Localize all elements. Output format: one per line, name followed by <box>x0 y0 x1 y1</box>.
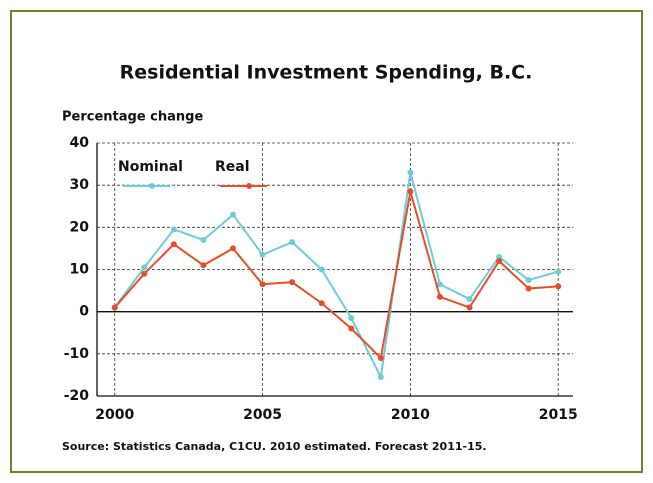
frame <box>10 10 643 473</box>
point <box>377 374 384 381</box>
point <box>525 277 532 284</box>
point <box>318 300 325 307</box>
chart-title: Residential Investment Spending, B.C. <box>120 62 533 84</box>
x-tick-label: 2000 <box>95 407 134 423</box>
point <box>230 245 236 252</box>
series-line <box>113 191 559 361</box>
x-tick-label: 2005 <box>243 407 282 423</box>
point <box>377 355 384 362</box>
point <box>111 304 118 311</box>
y-tick-label: 40 <box>70 135 90 151</box>
y-tick-label: -10 <box>64 346 90 362</box>
y-axis-label: Percentage change <box>62 110 203 125</box>
y-tick-label: 10 <box>70 262 90 278</box>
point <box>525 285 532 292</box>
point <box>555 268 562 275</box>
legend-marker <box>149 183 155 189</box>
series-line <box>113 172 559 381</box>
point <box>436 281 443 288</box>
y-tick-label: 30 <box>70 177 90 193</box>
source-note: Source: Statistics Canada, C1CU. 2010 es… <box>62 440 487 453</box>
point <box>318 266 325 273</box>
point <box>466 296 473 303</box>
legend-label: Real <box>215 159 250 175</box>
point <box>407 169 414 176</box>
y-tick-label: -20 <box>64 388 90 404</box>
point <box>259 281 266 288</box>
point <box>141 264 148 271</box>
point <box>289 239 296 246</box>
point <box>170 241 177 248</box>
point <box>496 253 503 260</box>
x-tick-label: 2010 <box>391 407 430 423</box>
point <box>348 314 355 321</box>
x-tick-label: 2015 <box>539 407 578 423</box>
point <box>230 211 236 218</box>
point <box>289 279 296 286</box>
point <box>141 270 148 277</box>
point <box>555 283 562 290</box>
y-tick-label: 0 <box>79 304 89 320</box>
point <box>496 258 503 265</box>
legend-label: Nominal <box>118 159 183 175</box>
point <box>348 325 355 332</box>
point <box>200 236 207 243</box>
point <box>170 226 177 233</box>
point <box>407 188 414 195</box>
point <box>466 304 473 311</box>
point <box>200 262 207 269</box>
legend-marker <box>246 183 252 189</box>
y-tick-label: 20 <box>70 219 90 235</box>
point <box>436 293 443 300</box>
point <box>259 251 266 258</box>
